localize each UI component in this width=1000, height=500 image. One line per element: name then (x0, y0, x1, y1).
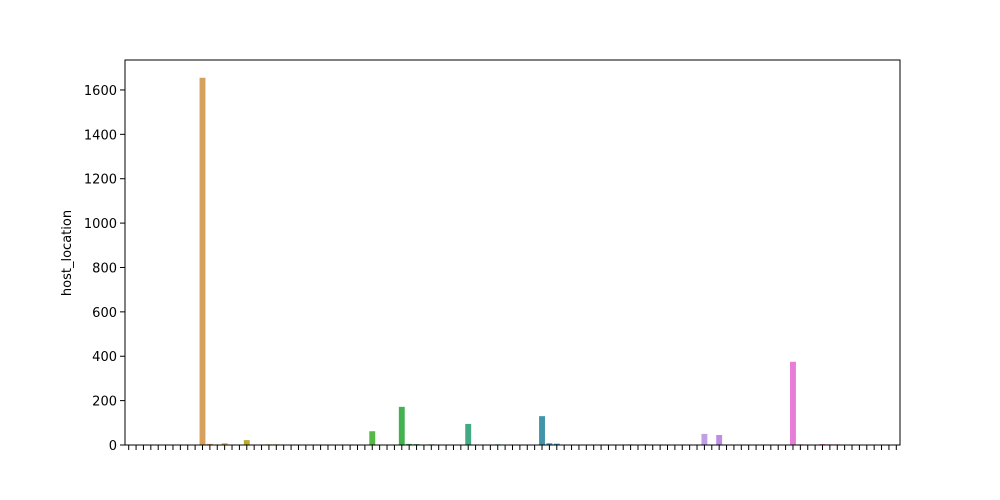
bar (206, 443, 213, 445)
bar (790, 361, 796, 445)
bar (199, 77, 206, 445)
bar (369, 431, 376, 445)
y-tick-label: 1000 (84, 217, 117, 232)
y-tick-label: 0 (109, 439, 117, 454)
bar (221, 443, 228, 445)
bar (465, 423, 472, 445)
y-tick-label: 1400 (84, 128, 117, 143)
bar (716, 435, 723, 445)
bar (701, 433, 708, 445)
y-tick-label: 1600 (84, 84, 117, 99)
y-tick-label: 600 (92, 306, 117, 321)
y-tick-label: 200 (92, 395, 117, 410)
bar (398, 406, 405, 445)
bar (243, 440, 250, 445)
y-tick-label: 400 (92, 350, 117, 365)
y-axis-label: host_location (60, 210, 75, 296)
y-tick-label: 1200 (84, 173, 117, 188)
y-tick-label: 800 (92, 261, 117, 276)
bar (406, 443, 413, 445)
bar (546, 443, 553, 445)
plot-frame (124, 59, 901, 446)
bar (539, 416, 545, 445)
bar (553, 443, 560, 445)
